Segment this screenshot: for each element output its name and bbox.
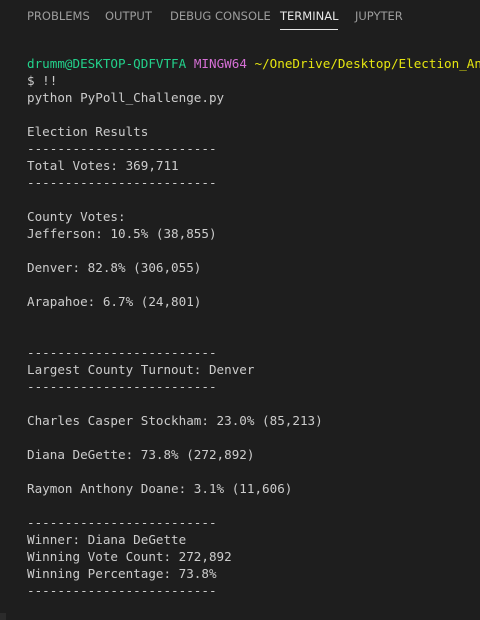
candidate-stockham: Charles Casper Stockham: 23.0% (85,213): [27, 413, 323, 428]
panel-tab-bar: PROBLEMS OUTPUT DEBUG CONSOLE TERMINAL J…: [0, 0, 480, 34]
results-heading: Election Results: [27, 124, 149, 139]
prompt-line: drumm@DESKTOP-QDFVTFA MINGW64 ~/OneDrive…: [27, 56, 480, 72]
tab-output[interactable]: OUTPUT: [105, 9, 152, 23]
command-prompt: $ !!: [27, 73, 58, 88]
winning-percentage: Winning Percentage: 73.8%: [27, 566, 217, 581]
prompt-shell: MINGW64: [193, 56, 247, 71]
divider: -------------------------: [27, 379, 217, 394]
winner: Winner: Diana DeGette: [27, 532, 187, 547]
candidate-doane: Raymon Anthony Doane: 3.1% (11,606): [27, 481, 293, 496]
active-tab-indicator: [280, 29, 339, 30]
tab-debug-console[interactable]: DEBUG CONSOLE: [170, 9, 271, 23]
county-denver: Denver: 82.8% (306,055): [27, 260, 202, 275]
county-jefferson: Jefferson: 10.5% (38,855): [27, 226, 217, 241]
winning-vote-count: Winning Vote Count: 272,892: [27, 549, 232, 564]
tab-terminal[interactable]: TERMINAL: [280, 9, 339, 30]
divider: -------------------------: [27, 345, 217, 360]
tab-terminal-label: TERMINAL: [280, 9, 339, 23]
total-votes: Total Votes: 369,711: [27, 158, 179, 173]
county-arapahoe: Arapahoe: 6.7% (24,801): [27, 294, 202, 309]
divider: -------------------------: [27, 175, 217, 190]
prompt-path: ~/OneDrive/Desktop/Election_Ana: [254, 56, 480, 71]
divider: -------------------------: [27, 515, 217, 530]
divider: -------------------------: [27, 141, 217, 156]
terminal-selection-marker: [0, 613, 6, 620]
prompt-user-host: drumm@DESKTOP-QDFVTFA: [27, 56, 187, 71]
largest-county-turnout: Largest County Turnout: Denver: [27, 362, 255, 377]
candidate-degette: Diana DeGette: 73.8% (272,892): [27, 447, 255, 462]
county-heading: County Votes:: [27, 209, 126, 224]
divider: -------------------------: [27, 583, 217, 598]
terminal-output[interactable]: drumm@DESKTOP-QDFVTFA MINGW64 ~/OneDrive…: [0, 34, 480, 620]
tab-problems[interactable]: PROBLEMS: [27, 9, 90, 23]
tab-jupyter[interactable]: JUPYTER: [355, 9, 403, 23]
command-text: python PyPoll_Challenge.py: [27, 90, 225, 105]
